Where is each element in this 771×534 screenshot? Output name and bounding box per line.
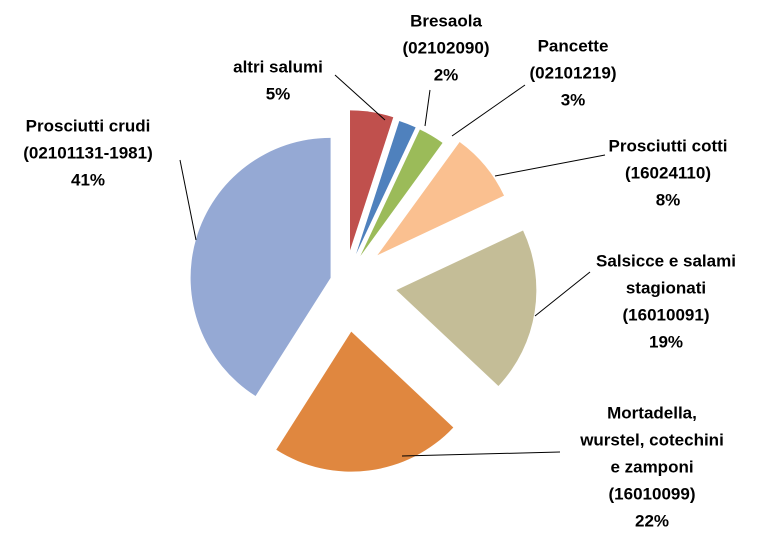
value-label: 19% — [649, 332, 683, 351]
pie-slice — [396, 230, 537, 386]
leader-line — [494, 154, 606, 177]
pie-slice — [350, 110, 394, 251]
value-label: 8% — [656, 190, 681, 209]
slice-label: Bresaola — [410, 11, 482, 30]
slice-label: stagionati — [626, 278, 706, 297]
pie-slice — [276, 331, 454, 472]
slice-label: (16010091) — [623, 305, 710, 324]
slice-label: Salsicce e salami — [596, 251, 736, 270]
pie-slice — [377, 141, 505, 256]
slice-label: altri salumi — [233, 57, 323, 76]
leader-line — [334, 74, 386, 121]
slice-label: Pancette — [538, 36, 609, 55]
pie-slice — [360, 129, 443, 257]
pie-slice — [190, 137, 331, 397]
slice-label: (02101219) — [530, 63, 617, 82]
leader-line — [179, 159, 197, 241]
leader-line — [451, 84, 526, 137]
slice-label: (02102090) — [403, 38, 490, 57]
slice-label: (02101131-1981) — [23, 143, 153, 162]
slice-label: (16010099) — [609, 484, 696, 503]
slice-label: Prosciutti cotti — [608, 136, 727, 155]
slice-label: Mortadella, — [607, 403, 697, 422]
slice-label: wurstel, cotechini — [579, 430, 724, 449]
value-label: 22% — [635, 511, 669, 530]
leader-line — [534, 271, 591, 317]
slice-label: e zamponi — [610, 457, 693, 476]
slice-label: Prosciutti crudi — [26, 116, 151, 135]
value-label: 2% — [434, 65, 459, 84]
leader-line — [401, 451, 561, 457]
pie-slice — [356, 120, 416, 255]
leader-line — [424, 89, 431, 127]
value-label: 5% — [266, 84, 291, 103]
slice-label: (16024110) — [625, 163, 711, 182]
value-label: 3% — [561, 90, 586, 109]
value-label: 41% — [71, 170, 105, 189]
